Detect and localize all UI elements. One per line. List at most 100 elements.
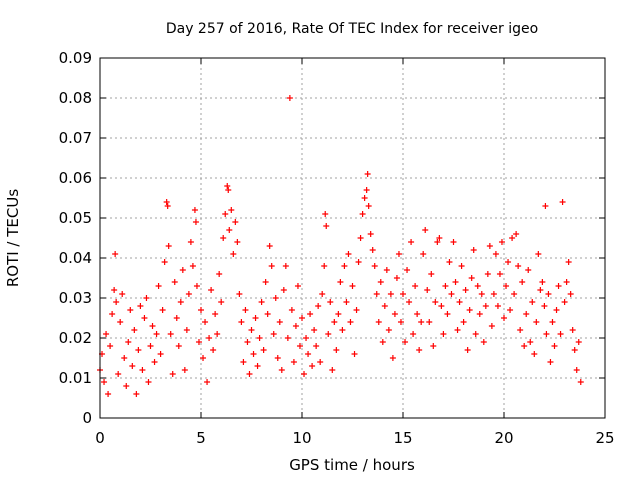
data-point — [343, 299, 350, 305]
data-point — [210, 347, 217, 353]
data-point — [284, 335, 291, 341]
data-point — [414, 311, 421, 317]
data-point — [486, 243, 493, 249]
y-tick-label: 0.03 — [59, 289, 92, 307]
data-point — [434, 239, 441, 245]
data-point — [563, 279, 570, 285]
data-point — [216, 271, 223, 277]
data-point — [303, 335, 310, 341]
data-point — [155, 283, 162, 289]
data-point — [204, 379, 211, 385]
data-point — [234, 239, 241, 245]
data-point — [515, 263, 522, 269]
data-point — [206, 335, 213, 341]
data-point — [117, 319, 124, 325]
data-point — [416, 347, 423, 353]
data-point — [549, 319, 556, 325]
data-point — [191, 207, 198, 213]
data-point — [270, 331, 277, 337]
data-point — [438, 303, 445, 309]
data-point — [511, 291, 518, 297]
data-point — [222, 211, 229, 217]
data-point — [230, 251, 237, 257]
data-point — [294, 283, 301, 289]
data-point — [101, 379, 108, 385]
data-point — [542, 203, 549, 209]
data-point — [359, 211, 366, 217]
data-point — [135, 347, 142, 353]
data-point — [228, 207, 235, 213]
data-point — [192, 219, 199, 225]
data-point — [424, 287, 431, 293]
data-point — [115, 371, 122, 377]
data-point — [195, 339, 202, 345]
y-tick-label: 0.09 — [59, 49, 92, 67]
data-point — [112, 251, 119, 257]
data-point — [537, 287, 544, 293]
data-point — [400, 291, 406, 297]
data-point — [385, 327, 392, 333]
data-point — [517, 327, 524, 333]
data-point — [355, 259, 362, 265]
data-point — [408, 239, 415, 245]
data-point — [317, 359, 324, 365]
data-point — [290, 359, 297, 365]
data-point — [315, 303, 322, 309]
data-point — [137, 303, 144, 309]
data-point — [430, 343, 437, 349]
data-point — [527, 339, 534, 345]
data-point — [179, 267, 186, 273]
axis-ticks: 0 0.01 0.02 0.03 0.04 0.05 0.06 0.07 0.08 0.09 0 5 1… — [59, 49, 615, 447]
data-point — [428, 271, 435, 277]
data-point — [577, 379, 584, 385]
data-point — [436, 235, 443, 241]
data-point — [412, 283, 419, 289]
data-point — [559, 199, 566, 205]
data-point — [357, 235, 364, 241]
data-point — [507, 307, 514, 313]
data-point — [472, 331, 479, 337]
data-point — [410, 331, 417, 337]
data-point — [364, 171, 371, 177]
data-point — [200, 355, 207, 361]
data-point — [266, 243, 273, 249]
data-point — [375, 319, 382, 325]
data-point — [513, 231, 520, 237]
data-point — [347, 319, 354, 325]
data-point — [395, 251, 402, 257]
data-point — [480, 339, 487, 345]
data-point — [402, 339, 409, 345]
data-point — [143, 295, 150, 301]
data-point — [125, 339, 132, 345]
data-point — [365, 203, 372, 209]
data-point — [565, 259, 572, 265]
data-point — [535, 251, 542, 257]
data-point — [256, 335, 263, 341]
data-point — [309, 363, 316, 369]
data-point — [121, 355, 128, 361]
data-point — [494, 303, 501, 309]
data-point — [286, 95, 293, 101]
y-tick-label: 0.02 — [59, 329, 92, 347]
data-point — [181, 367, 188, 373]
data-point — [129, 363, 136, 369]
data-point — [208, 287, 215, 293]
data-point — [446, 259, 453, 265]
data-point — [268, 263, 275, 269]
data-point — [305, 351, 312, 357]
data-point — [238, 319, 245, 325]
data-point — [311, 327, 318, 333]
data-point — [187, 239, 194, 245]
data-point — [264, 311, 271, 317]
y-tick-label: 0.05 — [59, 209, 92, 227]
data-point — [242, 307, 249, 313]
data-point — [225, 187, 232, 193]
data-point — [369, 247, 376, 253]
data-point — [575, 339, 582, 345]
data-point — [420, 251, 427, 257]
data-point — [557, 331, 564, 337]
data-point — [107, 343, 114, 349]
data-point — [299, 315, 305, 321]
data-point — [381, 303, 388, 309]
